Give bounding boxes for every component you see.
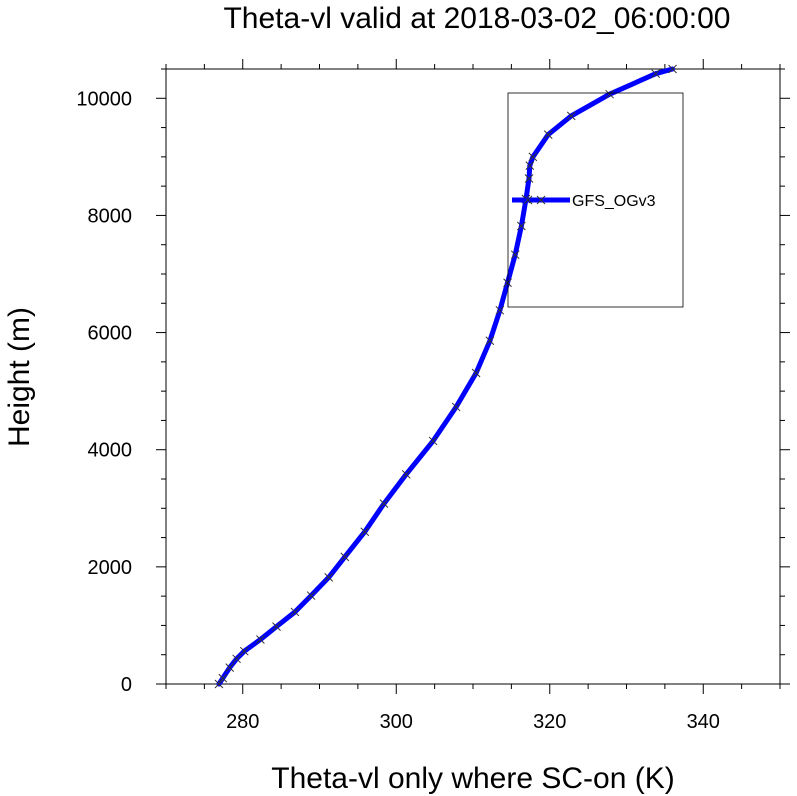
x-tick-label: 340 [687, 711, 720, 733]
legend-box [507, 92, 684, 308]
data-point-marker [428, 436, 438, 446]
data-point-marker [495, 305, 505, 315]
data-point-marker [524, 174, 534, 183]
data-point-marker [510, 250, 520, 260]
data-point-marker [566, 111, 576, 121]
y-tick-label: 0 [121, 674, 132, 696]
y-tick-label: 10000 [76, 88, 132, 110]
data-point-marker [272, 622, 281, 631]
legend-label: GFS_OGv3 [572, 193, 656, 210]
data-point-marker [324, 573, 334, 582]
series-layer [214, 64, 677, 689]
y-tick-label: 6000 [88, 323, 133, 345]
legend-marker [523, 195, 533, 205]
x-tick-label: 320 [533, 711, 566, 733]
data-point-marker [516, 221, 526, 231]
x-axis-label: Theta-vl only where SC-on (K) [271, 762, 674, 795]
data-point-marker [379, 499, 389, 508]
y-tick-label: 2000 [88, 557, 133, 579]
data-point-marker [360, 527, 370, 537]
data-point-marker [256, 635, 265, 644]
data-point-marker [651, 69, 661, 79]
x-axis: 280 300 320 340 [165, 59, 781, 733]
y-tick-label: 4000 [88, 440, 133, 462]
data-point-marker [528, 152, 538, 162]
data-point-marker [340, 552, 350, 562]
data-point-marker [214, 679, 224, 689]
data-point-marker [605, 89, 614, 99]
x-tick-label: 280 [226, 711, 259, 733]
data-point-marker [218, 673, 228, 683]
y-axis: 0 2000 4000 6000 8000 10000 [76, 68, 790, 696]
series-line [216, 66, 675, 687]
data-point-marker [232, 654, 241, 664]
data-point-marker [543, 130, 553, 139]
data-point-marker [668, 64, 677, 74]
legend-marker [536, 195, 546, 205]
data-point-marker [239, 646, 249, 656]
data-point-marker [485, 336, 495, 346]
data-point-marker [451, 402, 461, 412]
data-point-marker [225, 663, 235, 672]
data-point-marker [503, 278, 512, 288]
chart-title: Theta-vl valid at 2018-03-02_06:00:00 [223, 2, 730, 35]
data-point-marker [525, 161, 535, 170]
x-tick-label: 300 [380, 711, 413, 733]
y-axis-label: Height (m) [3, 307, 36, 447]
data-point-marker [290, 607, 300, 617]
data-point-marker [471, 368, 481, 378]
data-point-marker [401, 469, 411, 479]
legend: GFS_OGv3 [507, 92, 684, 308]
y-tick-label: 8000 [88, 205, 133, 227]
data-point-marker [306, 591, 316, 600]
